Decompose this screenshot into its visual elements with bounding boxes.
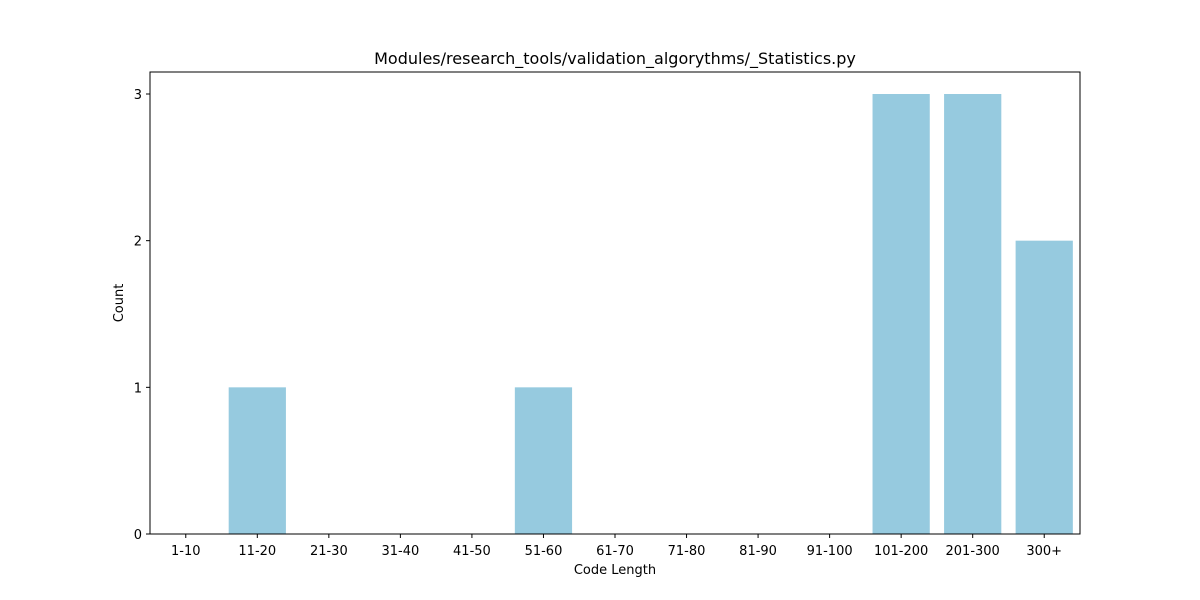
y-axis: 0 1 2 3 xyxy=(134,88,150,543)
x-tick-label: 201-300 xyxy=(946,544,1000,559)
bars-group xyxy=(228,94,1073,534)
x-tick-label: 61-70 xyxy=(596,544,634,559)
x-tick-label: 1-10 xyxy=(171,544,201,559)
x-tick-label: 51-60 xyxy=(525,544,563,559)
x-tick-label: 91-100 xyxy=(807,544,853,559)
x-tick-label: 300+ xyxy=(1026,544,1062,559)
plot-frame xyxy=(149,71,1081,535)
chart-title: Modules/research_tools/validation_algory… xyxy=(374,49,856,69)
x-tick-label: 21-30 xyxy=(310,544,348,559)
y-tick-label: 1 xyxy=(134,381,142,396)
bar-300+ xyxy=(1015,240,1073,534)
bar-11-20 xyxy=(228,387,286,534)
x-axis: 1-10 11-20 21-30 31-40 41-50 51-60 61-70 71-80 8… xyxy=(171,534,1062,559)
bar-101-200 xyxy=(872,94,930,534)
y-tick-label: 2 xyxy=(134,235,142,250)
x-tick-label: 11-20 xyxy=(238,544,276,559)
x-tick-label: 71-80 xyxy=(668,544,706,559)
x-axis-title: Code Length xyxy=(574,563,656,578)
x-tick-label: 31-40 xyxy=(381,544,419,559)
bar-201-300 xyxy=(944,94,1002,534)
y-tick-label: 3 xyxy=(134,88,142,103)
x-tick-label: 81-90 xyxy=(739,544,777,559)
y-axis-title: Count xyxy=(112,284,127,323)
x-tick-label: 41-50 xyxy=(453,544,491,559)
y-tick-label: 0 xyxy=(134,528,142,543)
bar-51-60 xyxy=(514,387,573,534)
x-tick-label: 101-200 xyxy=(874,544,928,559)
